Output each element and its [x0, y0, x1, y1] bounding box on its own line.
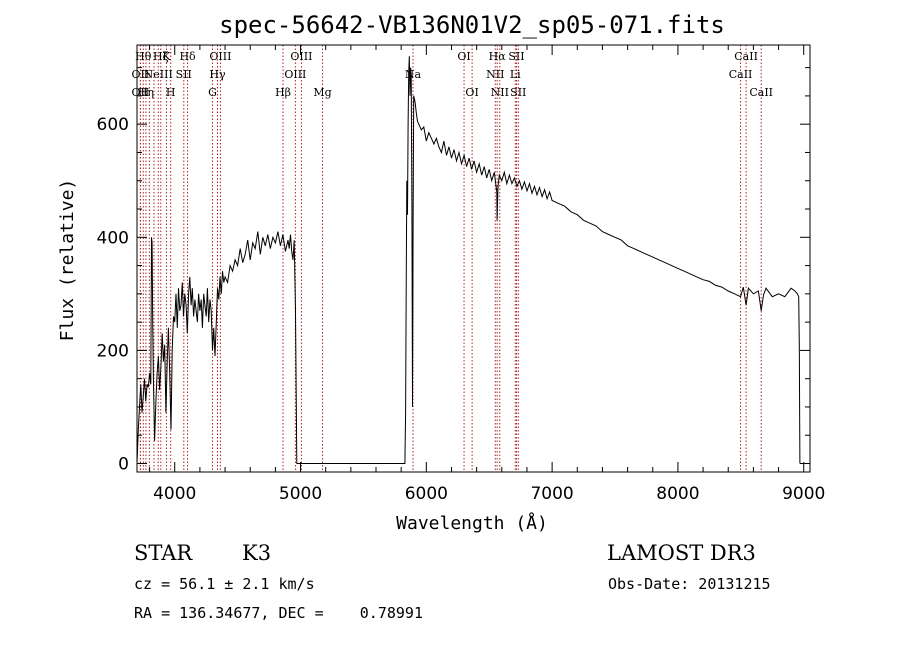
line-label: Mg — [313, 86, 331, 99]
line-label: CaII — [734, 50, 758, 63]
line-label: CaII — [729, 68, 753, 81]
line-label: NII — [486, 68, 504, 81]
line-label: OII — [132, 68, 150, 81]
y-tick-label: 400 — [97, 228, 129, 248]
y-axis: 0 200 400 600 — [97, 67, 810, 475]
y-tick-label: 600 — [97, 115, 129, 135]
x-tick-label: 7000 — [530, 484, 573, 504]
obs-date-text: Obs-Date: 20131215 — [608, 575, 771, 593]
x-tick-label: 6000 — [405, 484, 448, 504]
x-axis: 4000 5000 6000 7000 8000 9000 — [149, 45, 825, 504]
plot-frame — [136, 44, 811, 473]
line-label: CaII — [749, 86, 773, 99]
line-label: Hδ — [179, 50, 196, 63]
line-label: Hζ — [153, 50, 169, 63]
x-tick-label: 9000 — [782, 484, 825, 504]
chart-title: spec-56642-VB136N01V2_sp05-071.fits — [219, 11, 725, 39]
line-label: OIII — [284, 68, 306, 81]
line-label: Hθ — [135, 50, 152, 63]
line-label: NeIII — [144, 68, 173, 81]
object-class: STAR — [134, 541, 193, 565]
x-tick-label: 4000 — [153, 484, 196, 504]
line-label: Hβ — [275, 86, 291, 99]
line-label: H — [166, 86, 176, 99]
line-label: OIII — [209, 50, 231, 63]
line-label: OIII — [290, 50, 312, 63]
line-label: G — [208, 86, 217, 99]
line-label: SII — [176, 68, 192, 81]
line-label: Hγ — [209, 68, 226, 81]
x-axis-label: Wavelength (Å) — [396, 512, 548, 534]
x-tick-label: 5000 — [279, 484, 322, 504]
y-tick-label: 0 — [118, 455, 129, 475]
line-label: Li — [510, 68, 521, 81]
line-label: Hη — [138, 86, 154, 99]
line-label: OI — [457, 50, 470, 63]
line-label: K — [162, 50, 171, 63]
spectrum-series — [136, 56, 801, 464]
y-axis-label: Flux (relative) — [57, 179, 78, 342]
x-tick-label: 8000 — [656, 484, 699, 504]
line-label: SII — [510, 86, 526, 99]
line-label: Na — [405, 68, 422, 81]
coordinates-text: RA = 136.34677, DEC = 0.78991 — [134, 604, 423, 622]
line-label: OI — [465, 86, 478, 99]
emission-line-labels: OIIOIIHθHηNeIIIHζKHSIIHδGHγOIIIHβOIIIOII… — [132, 50, 773, 99]
line-label: SII — [508, 50, 524, 63]
line-label: OII — [132, 86, 150, 99]
emission-line-markers — [139, 45, 762, 472]
y-tick-label: 200 — [97, 341, 129, 361]
redshift-text: cz = 56.1 ± 2.1 km/s — [134, 575, 315, 593]
line-label: Hα — [489, 50, 507, 63]
object-subclass: K3 — [242, 541, 272, 565]
survey-name: LAMOST DR3 — [607, 541, 756, 565]
line-label: NII — [491, 86, 509, 99]
